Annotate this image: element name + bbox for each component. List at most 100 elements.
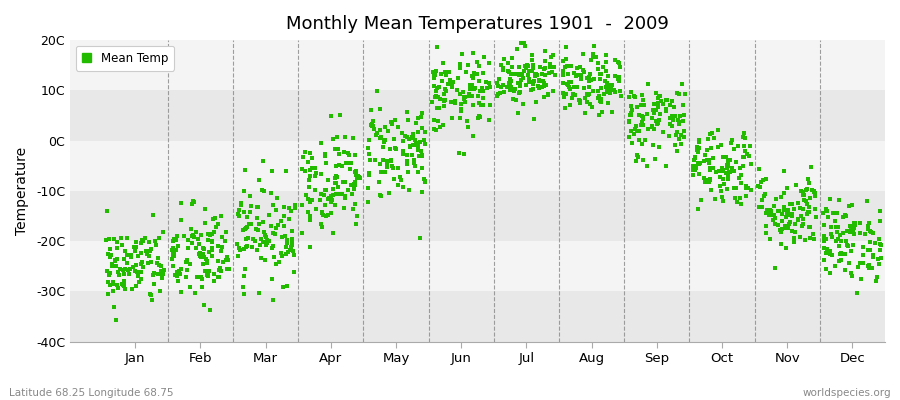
Point <box>794 213 808 220</box>
Point <box>693 160 707 166</box>
Point <box>454 107 468 114</box>
Point <box>574 72 589 78</box>
Point <box>634 141 649 147</box>
Point <box>667 113 681 120</box>
Point <box>165 256 179 262</box>
Point <box>392 174 407 180</box>
Point <box>723 157 737 164</box>
Bar <box>70 90 885 141</box>
Point <box>723 169 737 175</box>
Point <box>559 56 573 62</box>
Point <box>862 265 877 271</box>
Point <box>647 110 662 116</box>
Point <box>518 43 532 49</box>
Point <box>282 216 296 222</box>
Point <box>258 256 273 263</box>
Point <box>659 97 673 103</box>
Point <box>141 248 156 254</box>
Point <box>721 176 735 182</box>
Bar <box>70 40 885 90</box>
Point <box>631 154 645 160</box>
Point <box>275 253 290 260</box>
Point <box>348 169 363 175</box>
Point <box>524 87 538 94</box>
Point <box>309 206 323 212</box>
Point <box>578 110 592 117</box>
Point <box>600 85 615 92</box>
Point <box>134 276 148 283</box>
Point <box>798 237 813 243</box>
Point <box>109 316 123 323</box>
Point <box>255 187 269 194</box>
Point <box>328 162 343 169</box>
Point <box>796 192 810 198</box>
Point <box>442 69 456 75</box>
Point <box>466 70 481 76</box>
Point <box>237 208 251 215</box>
Point <box>448 97 463 104</box>
Point <box>465 93 480 99</box>
Point <box>491 93 505 100</box>
Point <box>410 168 425 175</box>
Point <box>527 78 542 84</box>
Point <box>288 205 302 211</box>
Point <box>338 195 353 202</box>
Point <box>824 234 839 240</box>
Point <box>400 117 415 124</box>
Point <box>385 162 400 169</box>
Point <box>832 243 846 249</box>
Point <box>699 157 714 163</box>
Point <box>777 204 791 210</box>
Point <box>436 91 451 98</box>
Point <box>308 187 322 193</box>
Point <box>166 250 180 257</box>
Point <box>852 220 867 226</box>
Point <box>625 106 639 113</box>
Point <box>301 159 315 165</box>
Point <box>446 84 460 90</box>
Point <box>635 114 650 121</box>
Point <box>121 267 135 274</box>
Point <box>513 82 527 89</box>
Point <box>708 196 723 202</box>
Point <box>675 118 689 124</box>
Point <box>191 236 205 242</box>
Point <box>105 280 120 287</box>
Point <box>582 84 597 90</box>
Point <box>253 242 267 248</box>
Point <box>415 189 429 195</box>
Point <box>600 89 615 95</box>
Y-axis label: Temperature: Temperature <box>15 147 29 235</box>
Point <box>185 232 200 239</box>
Point <box>784 211 798 217</box>
Point <box>407 156 421 163</box>
Point <box>265 245 279 251</box>
Point <box>218 238 232 244</box>
Point <box>201 273 215 280</box>
Point <box>252 221 266 227</box>
Point <box>373 135 387 141</box>
Point <box>596 64 610 70</box>
Point <box>338 193 352 200</box>
Point <box>204 247 219 254</box>
Point <box>188 245 202 251</box>
Point <box>364 122 378 128</box>
Point <box>258 234 273 240</box>
Point <box>122 266 137 272</box>
Point <box>820 208 834 214</box>
Point <box>104 263 119 270</box>
Point <box>157 267 171 274</box>
Point <box>659 108 673 114</box>
Point <box>720 162 734 168</box>
Point <box>129 283 143 289</box>
Title: Monthly Mean Temperatures 1901  -  2009: Monthly Mean Temperatures 1901 - 2009 <box>286 15 669 33</box>
Point <box>492 90 507 96</box>
Point <box>691 159 706 166</box>
Point <box>346 206 360 212</box>
Point <box>572 99 587 106</box>
Point <box>603 88 617 94</box>
Point <box>635 121 650 128</box>
Point <box>406 131 420 138</box>
Point <box>799 198 814 204</box>
Point <box>861 226 876 232</box>
